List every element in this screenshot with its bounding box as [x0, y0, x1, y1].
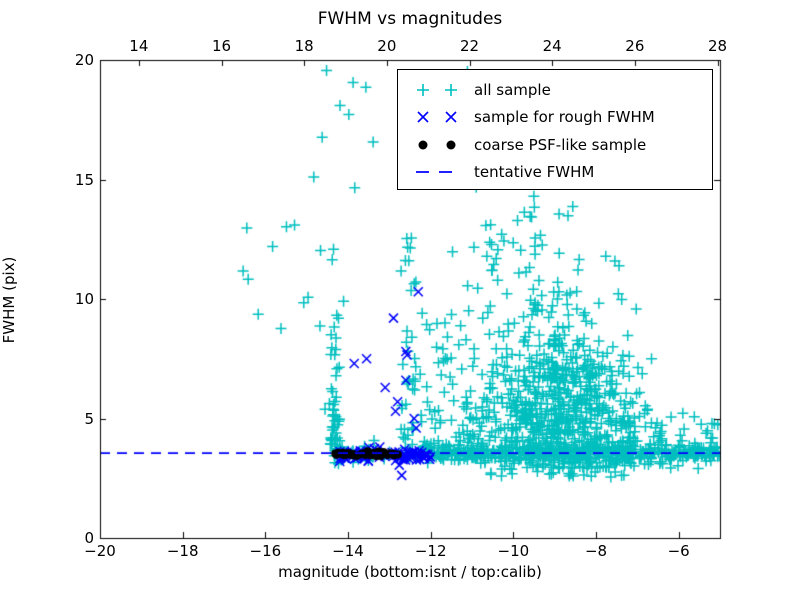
x-top-tick-label: 22: [459, 37, 480, 55]
x-bottom-tick-label: −12: [414, 542, 447, 560]
legend-label: coarse PSF-like sample: [474, 135, 647, 154]
x-top-tick-label: 28: [707, 37, 728, 55]
y-tick-label: 15: [74, 170, 94, 189]
legend-label: sample for rough FWHM: [474, 108, 655, 127]
x-bottom-tick-label: −6: [667, 542, 690, 560]
chart-title: FWHM vs magnitudes: [317, 9, 503, 29]
y-tick-label: 0: [84, 529, 94, 547]
y-axis-label: FWHM (pix): [0, 256, 18, 344]
x-marker-icon: [408, 106, 474, 128]
dot-marker-icon: [408, 134, 474, 156]
y-tick-label: 5: [84, 409, 94, 428]
legend-item-tentative-fwhm: tentative FWHM: [408, 159, 712, 187]
y-tick-label: 20: [74, 51, 94, 69]
legend-label: tentative FWHM: [474, 163, 595, 182]
x-top-tick-label: 16: [211, 37, 232, 55]
legend-item-psf-sample: coarse PSF-like sample: [408, 131, 712, 159]
x-bottom-tick-label: −14: [332, 542, 364, 560]
dashed-line-icon: [408, 161, 474, 183]
y-tick-label: 10: [74, 290, 94, 308]
x-bottom-tick-label: −16: [249, 542, 282, 560]
x-top-tick-label: 24: [542, 37, 562, 55]
x-bottom-tick-label: −18: [166, 542, 199, 560]
x-bottom-tick-label: −20: [84, 542, 116, 560]
legend-item-rough-fwhm: sample for rough FWHM: [408, 104, 712, 132]
x-top-tick-label: 26: [625, 37, 645, 55]
x-axis-label: magnitude (bottom:isnt / top:calib): [278, 563, 542, 581]
legend: all sample sample for rough FWHM coarse …: [397, 69, 713, 190]
legend-item-all-sample: all sample: [408, 76, 712, 104]
x-bottom-tick-label: −8: [584, 542, 608, 560]
x-top-tick-label: 18: [294, 37, 314, 55]
x-bottom-tick-label: −10: [497, 542, 530, 560]
x-top-tick-label: 20: [377, 37, 397, 55]
plus-marker-icon: [408, 79, 474, 101]
x-top-tick-label: 14: [129, 37, 149, 55]
legend-label: all sample: [474, 80, 551, 99]
